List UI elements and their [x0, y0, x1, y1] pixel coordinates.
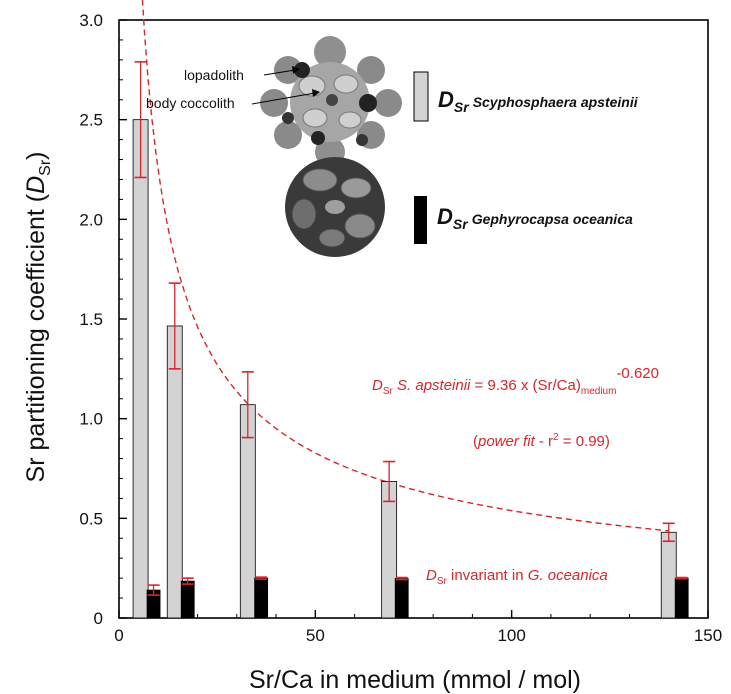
- legend-label-gephyrocapsa: DSr Gephyrocapsa oceanica: [437, 204, 633, 232]
- fit-equation: DSr S. apsteinii = 9.36 x (Sr/Ca)medium-…: [372, 365, 659, 397]
- legend-swatch-gephyrocapsa: [414, 196, 427, 244]
- y-tick-label: 0.5: [79, 509, 103, 528]
- body-coccolith-arrowhead: [312, 89, 320, 97]
- lopadolith-label: lopadolith: [184, 67, 244, 83]
- y-tick-label: 2.5: [79, 111, 103, 130]
- bar-scyphosphaera: [132, 119, 149, 619]
- x-axis-title: Sr/Ca in medium (mmol / mol): [249, 666, 581, 694]
- lopadolith-arrow: [263, 69, 296, 76]
- y-tick-label: 0: [94, 609, 103, 628]
- bar-gephyrocapsa: [254, 577, 269, 619]
- bar-gephyrocapsa: [674, 577, 689, 619]
- power-fit-label: (power fit - r2 = 0.99): [473, 432, 610, 450]
- x-axis-ticks: 0 50 100 150: [114, 610, 722, 645]
- y-tick-label: 3.0: [79, 11, 103, 30]
- legend-label-scyphosphaera: DSr Scyphosphaera apsteinii: [438, 87, 639, 115]
- gephyrocapsa-coccosphere-image: [285, 157, 385, 257]
- y-tick-label: 1.0: [79, 410, 103, 429]
- x-tick-label: 100: [497, 626, 525, 645]
- x-tick-label: 0: [114, 626, 123, 645]
- body-coccolith-label: body coccolith: [146, 95, 235, 111]
- x-tick-label: 150: [694, 626, 722, 645]
- invariant-note: DSr invariant in G. oceanica: [426, 567, 608, 587]
- bar-scyphosphaera: [660, 531, 677, 619]
- body-coccolith-arrow: [251, 92, 316, 105]
- y-tick-label: 2.0: [79, 210, 103, 229]
- bar-gephyrocapsa: [180, 580, 195, 619]
- error-bars: [134, 61, 688, 596]
- x-tick-label: 50: [306, 626, 325, 645]
- lopadolith-arrowhead: [292, 66, 300, 74]
- bar-gephyrocapsa: [394, 578, 409, 619]
- power-fit-curve: [141, 0, 669, 532]
- y-axis-title: Sr partitioning coefficient (DSr): [22, 152, 54, 483]
- bar-scyphosphaera: [166, 325, 183, 619]
- bars: [132, 119, 689, 619]
- y-tick-label: 1.5: [79, 310, 103, 329]
- legend-swatch-scyphosphaera: [413, 71, 429, 122]
- scyphosphaera-coccosphere-image: [260, 36, 402, 167]
- y-axis-ticks: 0 0.5 1.0 1.5 2.0 2.5 3.0: [79, 11, 127, 628]
- legend: DSr Scyphosphaera apsteinii DSr Gephyrocap…: [413, 71, 639, 244]
